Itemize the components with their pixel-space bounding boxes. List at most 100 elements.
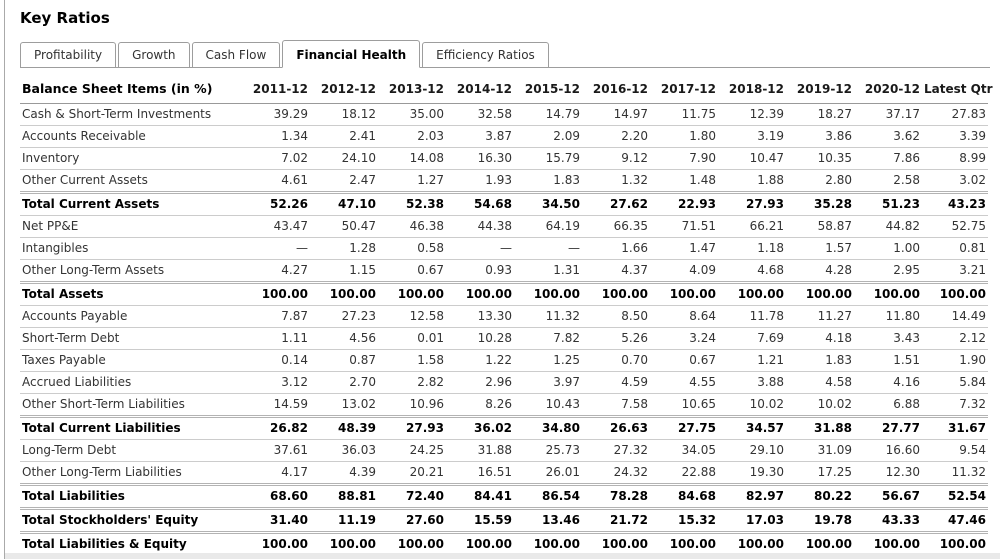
horizontal-scrollbar[interactable] <box>5 553 1000 559</box>
value-cell: 84.41 <box>446 483 514 509</box>
table-row: Other Long-Term Assets 4.27 1.15 0.67 0.93 1.… <box>20 259 988 283</box>
value-cell: 10.47 <box>718 147 786 170</box>
value-cell: 1.11 <box>242 327 310 350</box>
value-cell: 1.47 <box>650 237 718 260</box>
value-cell: 0.81 <box>922 237 988 260</box>
tab-cash-flow[interactable]: Cash Flow <box>191 42 281 68</box>
value-cell: 31.40 <box>242 507 310 533</box>
table-row: Inventory 7.02 24.10 14.08 16.30 15.79 9.12 7.9… <box>20 147 988 170</box>
table-row: Accrued Liabilities 3.12 2.70 2.82 2.96 3.97 4… <box>20 371 988 394</box>
value-cell: 100.00 <box>650 531 718 556</box>
row-label: Net PP&E <box>20 215 242 238</box>
value-cell: 7.86 <box>854 147 922 170</box>
value-cell: 1.34 <box>242 125 310 148</box>
value-cell: 43.47 <box>242 215 310 238</box>
value-cell: 3.39 <box>922 125 988 148</box>
row-label: Total Stockholders' Equity <box>20 507 242 533</box>
value-cell: 1.51 <box>854 349 922 372</box>
value-cell: 1.15 <box>310 259 378 283</box>
table-row: Total Current Assets 52.26 47.10 52.38 54.68… <box>20 191 988 216</box>
column-header: Latest Qtr <box>922 68 993 104</box>
value-cell: 7.32 <box>922 393 988 417</box>
row-label: Other Current Assets <box>20 169 242 193</box>
value-cell: 100.00 <box>786 531 854 556</box>
row-label: Long-Term Debt <box>20 439 242 462</box>
value-cell: 44.82 <box>854 215 922 238</box>
value-cell: 7.58 <box>582 393 650 417</box>
table-row: Other Current Assets 4.61 2.47 1.27 1.93 1.83… <box>20 169 988 193</box>
value-cell: 27.23 <box>310 305 378 328</box>
value-cell: 25.73 <box>514 439 582 462</box>
column-header: 2012-12 <box>310 68 378 104</box>
value-cell: 4.39 <box>310 461 378 485</box>
value-cell: 3.62 <box>854 125 922 148</box>
value-cell: 7.82 <box>514 327 582 350</box>
tab-financial-health[interactable]: Financial Health <box>282 40 421 68</box>
row-label: Total Liabilities & Equity <box>20 531 242 556</box>
value-cell: 1.27 <box>378 169 446 193</box>
column-header: 2011-12 <box>242 68 310 104</box>
value-cell: 26.82 <box>242 415 310 440</box>
column-header: 2015-12 <box>514 68 582 104</box>
tab-profitability[interactable]: Profitability <box>20 42 117 68</box>
value-cell: 18.27 <box>786 103 854 126</box>
value-cell: 8.64 <box>650 305 718 328</box>
value-cell: 64.19 <box>514 215 582 238</box>
value-cell: 100.00 <box>514 531 582 556</box>
table-row: Taxes Payable 0.14 0.87 1.58 1.22 1.25 0.70 0.6… <box>20 349 988 372</box>
value-cell: 1.57 <box>786 237 854 260</box>
value-cell: 2.96 <box>446 371 514 394</box>
value-cell: 7.69 <box>718 327 786 350</box>
column-header: 2018-12 <box>718 68 786 104</box>
value-cell: 22.93 <box>650 191 718 216</box>
value-cell: 5.26 <box>582 327 650 350</box>
table-row: Short-Term Debt 1.11 4.56 0.01 10.28 7.82 5.26… <box>20 327 988 350</box>
value-cell: 100.00 <box>718 281 786 306</box>
value-cell: 16.30 <box>446 147 514 170</box>
value-cell: 4.56 <box>310 327 378 350</box>
value-cell: 100.00 <box>514 281 582 306</box>
value-cell: 14.08 <box>378 147 446 170</box>
value-cell: 3.21 <box>922 259 988 283</box>
value-cell: 31.88 <box>446 439 514 462</box>
tab-efficiency-ratios[interactable]: Efficiency Ratios <box>422 42 549 68</box>
value-cell: 14.79 <box>514 103 582 126</box>
value-cell: 86.54 <box>514 483 582 509</box>
value-cell: 21.72 <box>582 507 650 533</box>
value-cell: 4.59 <box>582 371 650 394</box>
page-title: Key Ratios <box>20 9 110 27</box>
value-cell: 84.68 <box>650 483 718 509</box>
value-cell: 56.67 <box>854 483 922 509</box>
value-cell: 8.26 <box>446 393 514 417</box>
column-header: 2013-12 <box>378 68 446 104</box>
value-cell: 27.93 <box>378 415 446 440</box>
value-cell: 66.35 <box>582 215 650 238</box>
row-label: Inventory <box>20 147 242 170</box>
value-cell: 7.02 <box>242 147 310 170</box>
column-header: 2019-12 <box>786 68 854 104</box>
value-cell: 1.25 <box>514 349 582 372</box>
value-cell: 11.75 <box>650 103 718 126</box>
value-cell: 10.02 <box>718 393 786 417</box>
value-cell: 32.58 <box>446 103 514 126</box>
row-label: Taxes Payable <box>20 349 242 372</box>
value-cell: 15.79 <box>514 147 582 170</box>
value-cell: 48.39 <box>310 415 378 440</box>
value-cell: 44.38 <box>446 215 514 238</box>
row-label: Total Current Liabilities <box>20 415 242 440</box>
row-label: Total Current Assets <box>20 191 242 216</box>
value-cell: 14.49 <box>922 305 988 328</box>
value-cell: 36.02 <box>446 415 514 440</box>
value-cell: 4.09 <box>650 259 718 283</box>
value-cell: 11.32 <box>514 305 582 328</box>
value-cell: 10.35 <box>786 147 854 170</box>
value-cell: 17.25 <box>786 461 854 485</box>
tab-growth[interactable]: Growth <box>118 42 190 68</box>
value-cell: 51.23 <box>854 191 922 216</box>
value-cell: 10.43 <box>514 393 582 417</box>
value-cell: 34.80 <box>514 415 582 440</box>
value-cell: 4.18 <box>786 327 854 350</box>
value-cell: 46.38 <box>378 215 446 238</box>
table-row: Total Liabilities 68.60 88.81 72.40 84.41 86.… <box>20 483 988 509</box>
